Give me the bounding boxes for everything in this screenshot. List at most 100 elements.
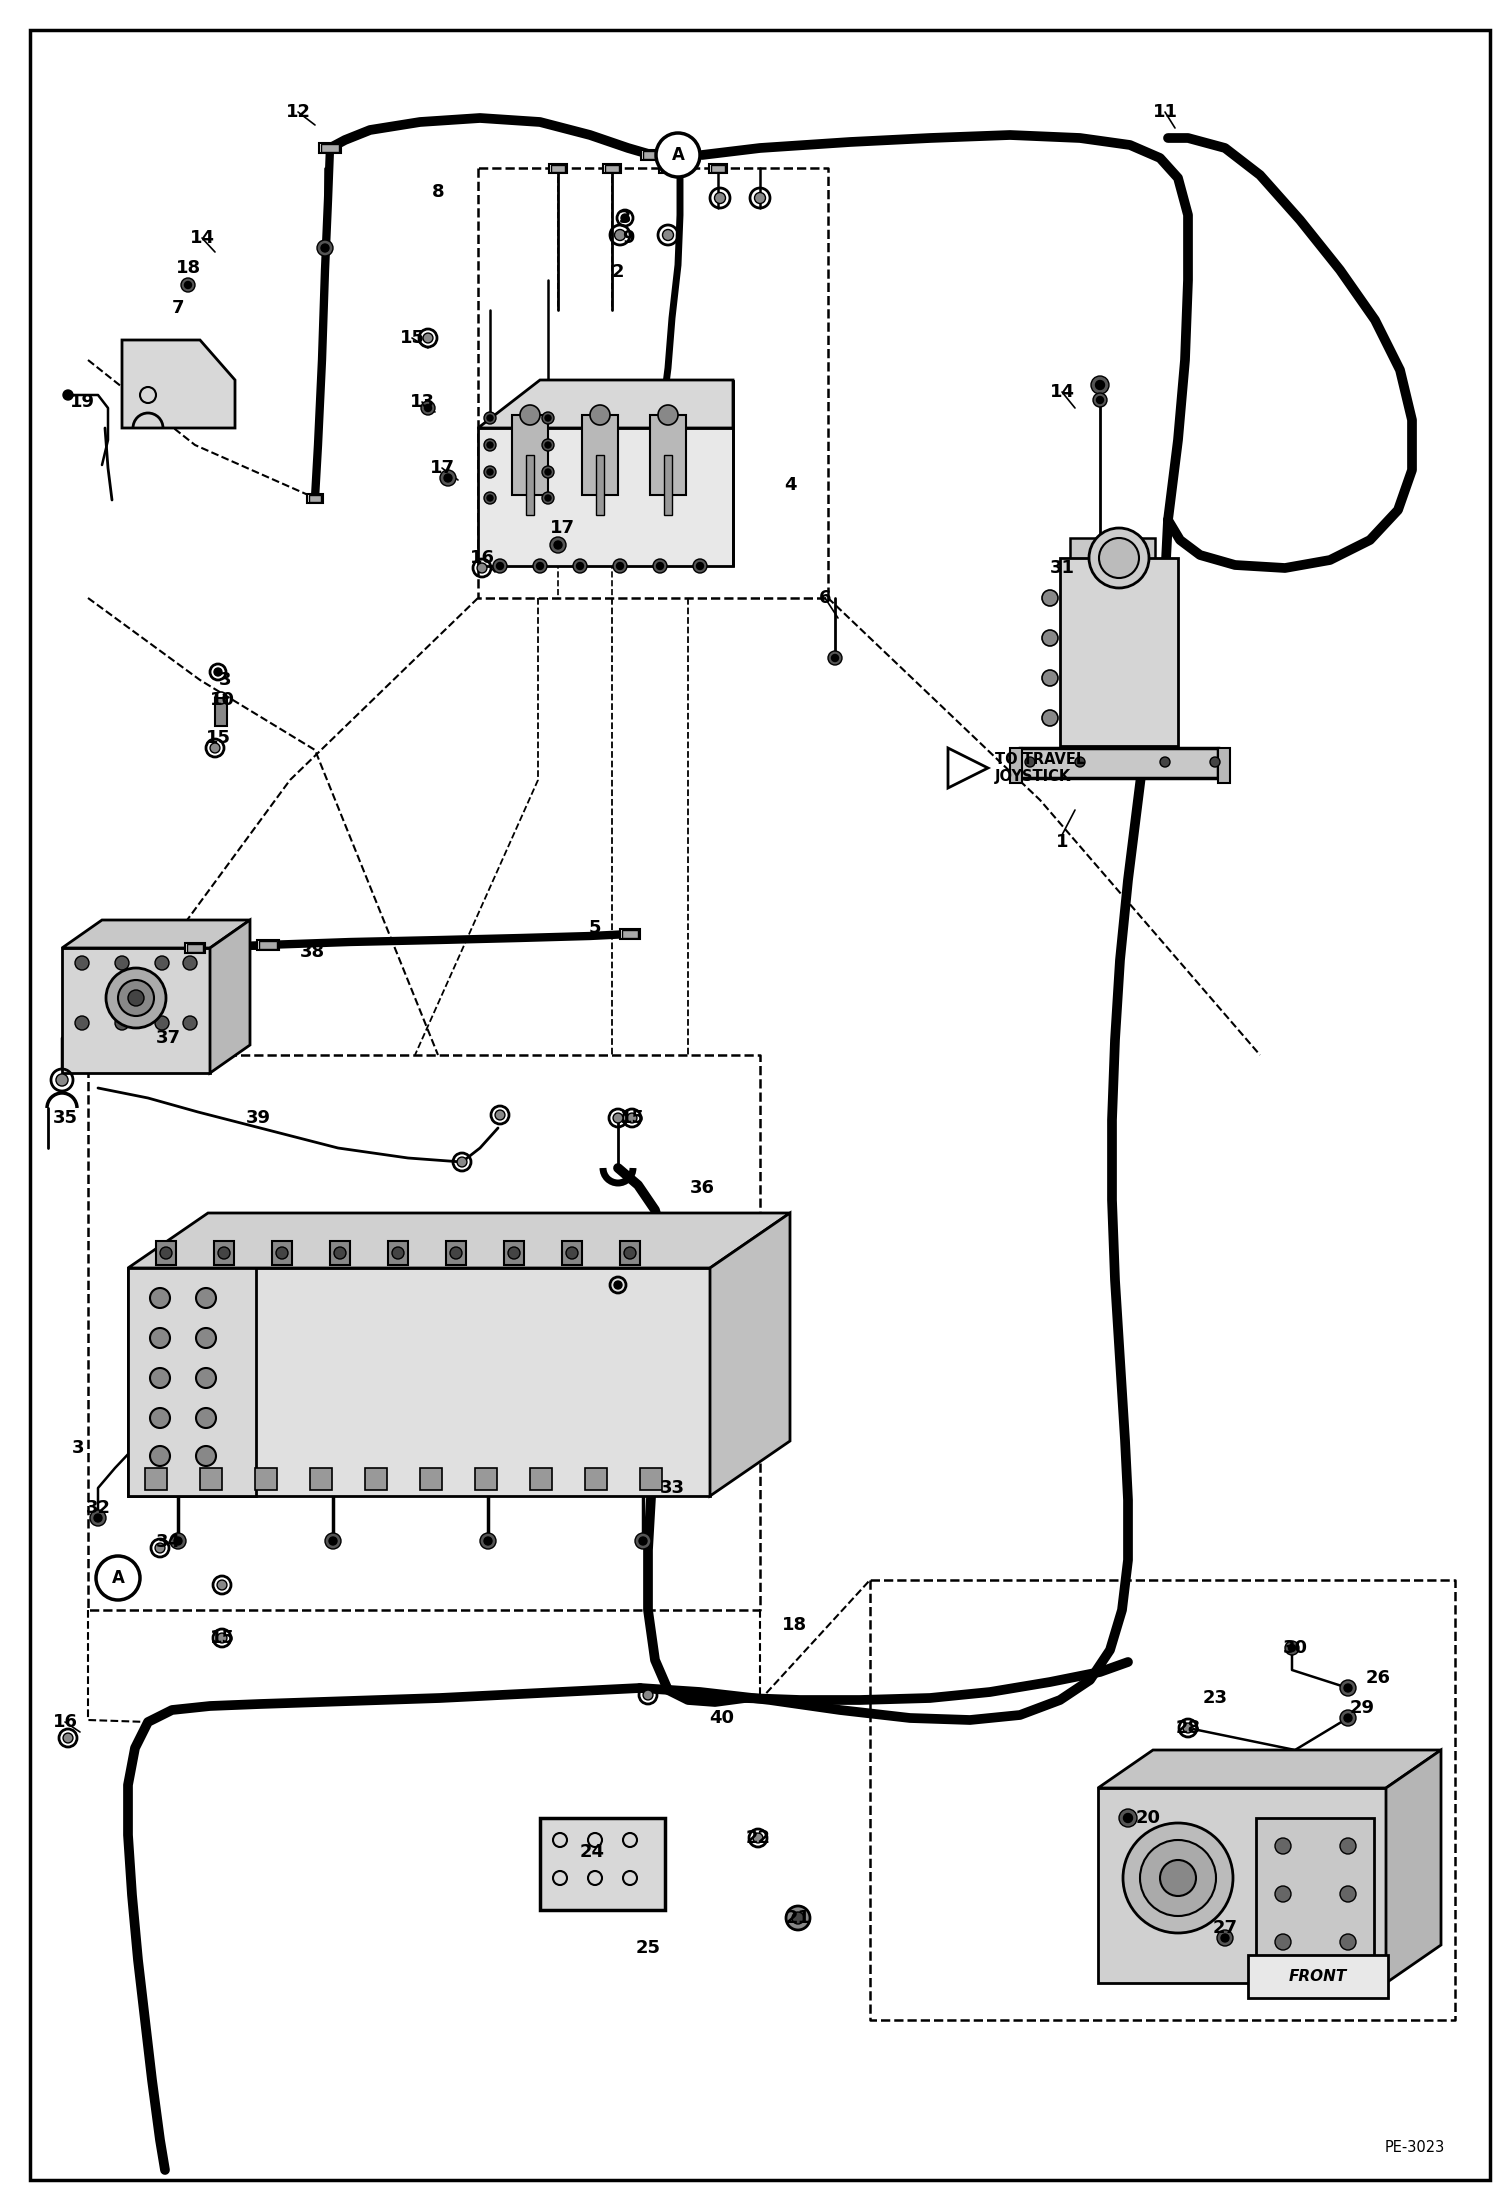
Circle shape [440,470,455,487]
Circle shape [694,559,707,573]
Bar [61,948,210,1073]
Bar [640,1468,662,1490]
Circle shape [1341,1933,1356,1950]
Circle shape [1341,1709,1356,1727]
Bar [1010,748,1022,783]
Circle shape [613,559,628,573]
Text: 15: 15 [620,1108,644,1128]
Circle shape [421,402,434,415]
Circle shape [174,1538,181,1545]
Circle shape [1183,1722,1192,1733]
Circle shape [75,1016,88,1029]
Bar [586,1468,607,1490]
Circle shape [1043,630,1058,645]
Bar [1255,1819,1374,1957]
Text: 11: 11 [1152,103,1177,121]
Circle shape [635,1534,652,1549]
Circle shape [321,244,330,252]
Text: 3: 3 [72,1439,84,1457]
Text: 15: 15 [400,329,424,347]
Circle shape [554,542,562,548]
Circle shape [196,1409,216,1428]
Polygon shape [61,919,250,948]
Bar [1218,748,1230,783]
Bar [709,165,727,173]
Bar [548,165,568,173]
Circle shape [1097,397,1104,404]
Circle shape [63,1733,73,1742]
Circle shape [1076,757,1085,768]
Circle shape [1341,1681,1356,1696]
Circle shape [574,559,587,573]
Circle shape [1288,1646,1296,1652]
Bar [1020,748,1218,779]
Circle shape [493,559,506,573]
Bar [622,930,638,939]
Circle shape [55,1073,67,1086]
Circle shape [1025,757,1035,768]
Text: 19: 19 [69,393,94,410]
Bar [526,454,533,516]
Bar [259,941,277,950]
Circle shape [156,1542,165,1553]
Bar [604,165,622,173]
Polygon shape [121,340,235,428]
Circle shape [1210,757,1219,768]
Circle shape [1275,1839,1291,1854]
Text: 10: 10 [210,691,235,709]
Text: 39: 39 [246,1108,271,1128]
Circle shape [545,441,551,448]
Text: 23: 23 [1203,1689,1227,1707]
Circle shape [1043,590,1058,606]
Circle shape [63,391,73,399]
Text: 22: 22 [746,1830,770,1847]
Circle shape [1159,1861,1195,1896]
Circle shape [494,1110,505,1119]
Circle shape [330,1538,337,1545]
Circle shape [169,1534,186,1549]
Circle shape [1285,1641,1299,1654]
Bar [596,454,604,516]
Circle shape [1089,529,1149,588]
Polygon shape [127,1213,789,1268]
Circle shape [520,406,539,426]
Text: 1: 1 [1056,834,1068,851]
Text: 20: 20 [1135,1810,1161,1828]
Text: 8: 8 [431,182,445,202]
Bar [184,943,205,952]
Bar [127,1268,710,1496]
Circle shape [792,1911,804,1924]
Circle shape [566,1246,578,1259]
Bar [145,1468,166,1490]
Bar [641,149,664,160]
Circle shape [115,1016,129,1029]
Circle shape [484,1538,491,1545]
Circle shape [449,1246,461,1259]
Polygon shape [1386,1751,1441,1983]
Circle shape [184,281,192,287]
Bar [664,454,673,516]
Bar [1248,1955,1389,1999]
Circle shape [542,491,554,505]
Bar [330,1242,351,1266]
Text: TO TRAVEL
JOYSTICK: TO TRAVEL JOYSTICK [995,753,1085,783]
Text: 34: 34 [156,1534,180,1551]
Circle shape [828,652,842,665]
Circle shape [1119,1810,1137,1828]
Circle shape [217,1580,228,1591]
Circle shape [617,562,623,570]
Bar [216,698,228,726]
Circle shape [496,562,503,570]
Bar [273,1242,292,1266]
Circle shape [1100,538,1138,577]
Text: 7: 7 [172,298,184,316]
Text: 18: 18 [175,259,201,276]
Circle shape [214,667,222,676]
Circle shape [1344,1714,1353,1722]
Text: 15: 15 [205,728,231,746]
Polygon shape [710,1213,789,1496]
Polygon shape [478,380,733,428]
Bar [475,1468,497,1490]
Circle shape [1216,1931,1233,1946]
Bar [201,1468,222,1490]
